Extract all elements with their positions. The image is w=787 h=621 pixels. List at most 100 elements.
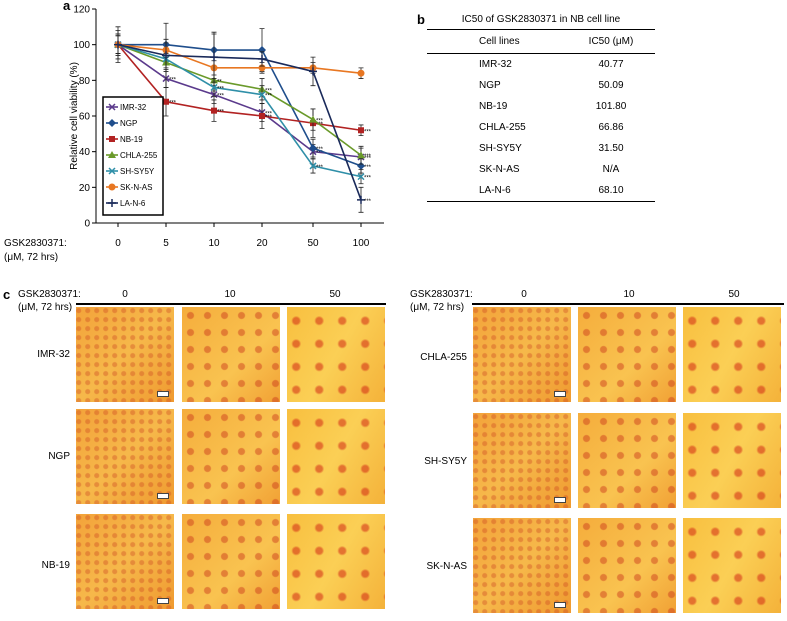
series-line-chla-255 (117, 43, 362, 156)
dose-units-left: (μM, 72 hrs) (18, 302, 73, 313)
x-tick-label: 100 (353, 238, 370, 249)
significance-label-chla-255: *** (364, 154, 372, 160)
table-row: NB-19 101.80 (479, 101, 627, 112)
significance-label-chla-255: *** (265, 88, 273, 94)
dose-units-right: (μM, 72 hrs) (410, 302, 465, 313)
col-header-cell-lines: Cell lines (427, 29, 567, 54)
data-point-ngp (309, 144, 317, 153)
micrograph-nb-19-10um (182, 514, 280, 609)
significance-label-sh-sy5y: *** (364, 176, 372, 182)
scale-bar (554, 602, 566, 608)
legend-label-la-n-6: LA-N-6 (120, 199, 146, 208)
table-row: IMR-32 40.77 (479, 59, 624, 70)
micrograph-sh-sy5y-0um (473, 413, 571, 508)
legend-marker-sk-n-as (108, 183, 116, 191)
significance-label-imr-32: *** (217, 94, 225, 100)
ic50-table: IC50 of GSK2830371 in NB cell line Cell … (427, 14, 655, 202)
x-axis-units: (μM, 72 hrs) (4, 252, 58, 263)
data-point-sh-sy5y (258, 91, 266, 99)
row-label-chla255: CHLA-255 (420, 352, 467, 363)
dose-label-10-left: 10 (224, 289, 236, 300)
significance-label-sh-sy5y: *** (217, 86, 225, 92)
micrograph-chla-255-0um (473, 307, 571, 402)
scale-bar (157, 598, 169, 604)
significance-label-la-n-6: *** (364, 199, 372, 205)
y-tick-label: 100 (73, 40, 90, 51)
dose-axis-line-left (76, 303, 386, 305)
significance-label-sh-sy5y: *** (316, 165, 324, 171)
micrograph-sk-n-as-50um (683, 518, 781, 613)
y-tick-label: 20 (79, 183, 91, 194)
significance-label-nb-19: *** (265, 115, 273, 121)
table-row: SK-N-AS N/A (479, 164, 620, 175)
micrograph-imr-32-10um (182, 307, 280, 402)
dose-label-50-left: 50 (329, 289, 341, 300)
data-point-sh-sy5y (309, 162, 317, 170)
legend-label-sh-sy5y: SH-SY5Y (120, 167, 155, 176)
micrograph-sk-n-as-0um (473, 518, 571, 613)
table-row: LA-N-6 68.10 (427, 180, 655, 202)
data-point-nb-19 (358, 127, 364, 134)
significance-label-sh-sy5y: *** (265, 94, 273, 100)
data-point-sh-sy5y (210, 83, 218, 91)
micrograph-imr-32-50um (287, 307, 385, 402)
significance-label-chla-255: ** (217, 79, 222, 85)
data-point-nb-19 (259, 113, 265, 119)
significance-label-chla-255: *** (316, 119, 324, 125)
col-header-ic50: IC50 (μM) (567, 29, 655, 54)
dose-header-right: GSK2830371: (410, 289, 473, 300)
data-point-la-n-6 (258, 54, 266, 63)
legend-label-nb-19: NB-19 (120, 135, 143, 144)
data-point-la-n-6 (114, 40, 122, 49)
data-point-la-n-6 (309, 67, 317, 76)
x-tick-label: 50 (307, 238, 319, 249)
scale-bar (554, 391, 566, 397)
dose-label-10-right: 10 (623, 289, 635, 300)
data-point-sh-sy5y (357, 173, 365, 181)
panel-letter-b: b (417, 12, 425, 27)
micrograph-chla-255-10um (578, 307, 676, 402)
significance-label-ngp: *** (364, 165, 372, 171)
x-tick-label: 20 (256, 238, 268, 249)
legend-label-ngp: NGP (120, 119, 137, 128)
data-point-chla-255 (357, 151, 365, 159)
scale-bar (554, 497, 566, 503)
series-line-ngp (118, 43, 362, 167)
micrograph-ngp-0um (76, 409, 174, 504)
dose-label-50-right: 50 (728, 289, 740, 300)
y-tick-label: 0 (84, 219, 90, 230)
series-line-imr-32 (117, 44, 362, 158)
y-tick-label: 120 (73, 5, 90, 16)
row-label-shsy5y: SH-SY5Y (424, 456, 467, 467)
dose-label-0-left: 0 (122, 289, 128, 300)
legend-marker-imr-32 (108, 103, 116, 111)
micrograph-sh-sy5y-50um (683, 413, 781, 508)
table-row: SH-SY5Y 31.50 (479, 143, 624, 154)
scale-bar (157, 391, 169, 397)
significance-label-nb-19: *** (364, 129, 372, 135)
scale-bar (157, 493, 169, 499)
x-axis-label: GSK2830371: (4, 238, 67, 249)
micrograph-ngp-50um (287, 409, 385, 504)
dose-axis-line-right (472, 303, 784, 305)
row-label-imr32: IMR-32 (37, 349, 70, 360)
data-point-la-n-6 (162, 51, 170, 60)
legend-marker-chla-255 (108, 151, 116, 158)
series-line-la-n-6 (117, 43, 362, 201)
x-tick-label: 0 (115, 238, 121, 249)
dose-label-0-right: 0 (521, 289, 527, 300)
panel-letter-a: a (63, 0, 71, 13)
row-label-nb19: NB-19 (41, 560, 70, 571)
data-point-sk-n-as (357, 69, 365, 77)
data-point-chla-255 (309, 115, 317, 123)
row-label-ngp: NGP (48, 451, 70, 462)
y-tick-label: 60 (79, 112, 91, 123)
micrograph-sh-sy5y-10um (578, 413, 676, 508)
legend-label-sk-n-as: SK-N-AS (120, 183, 152, 192)
significance-label-nb-19: *** (169, 101, 177, 107)
significance-label-imr-32: *** (265, 111, 273, 117)
y-axis-label: Relative cell viability (%) (69, 62, 80, 170)
viability-line-chart: 0 20 40 60 80 100 120 0 5 10 20 50 100 GSK2830371: (μM… (4, 5, 384, 263)
micrograph-ngp-10um (182, 409, 280, 504)
micrograph-chla-255-50um (683, 307, 781, 402)
